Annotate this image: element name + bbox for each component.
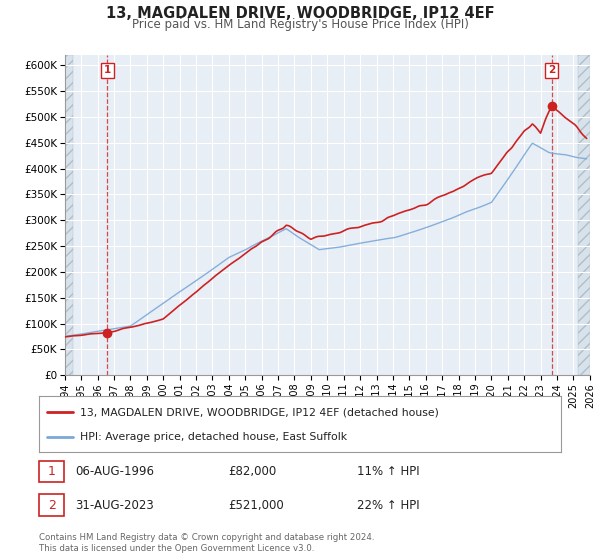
Text: 13, MAGDALEN DRIVE, WOODBRIDGE, IP12 4EF: 13, MAGDALEN DRIVE, WOODBRIDGE, IP12 4EF — [106, 6, 494, 21]
Text: 13, MAGDALEN DRIVE, WOODBRIDGE, IP12 4EF (detached house): 13, MAGDALEN DRIVE, WOODBRIDGE, IP12 4EF… — [80, 407, 439, 417]
Text: 2: 2 — [548, 66, 555, 76]
Text: 1: 1 — [47, 465, 56, 478]
Text: £521,000: £521,000 — [228, 498, 284, 512]
Text: 11% ↑ HPI: 11% ↑ HPI — [357, 465, 419, 478]
Text: HPI: Average price, detached house, East Suffolk: HPI: Average price, detached house, East… — [80, 432, 347, 442]
Text: Contains HM Land Registry data © Crown copyright and database right 2024.
This d: Contains HM Land Registry data © Crown c… — [39, 533, 374, 553]
Text: 06-AUG-1996: 06-AUG-1996 — [75, 465, 154, 478]
Text: £82,000: £82,000 — [228, 465, 276, 478]
Text: 2: 2 — [47, 498, 56, 512]
Text: 31-AUG-2023: 31-AUG-2023 — [75, 498, 154, 512]
Text: Price paid vs. HM Land Registry's House Price Index (HPI): Price paid vs. HM Land Registry's House … — [131, 18, 469, 31]
Text: 1: 1 — [104, 66, 111, 76]
Text: 22% ↑ HPI: 22% ↑ HPI — [357, 498, 419, 512]
